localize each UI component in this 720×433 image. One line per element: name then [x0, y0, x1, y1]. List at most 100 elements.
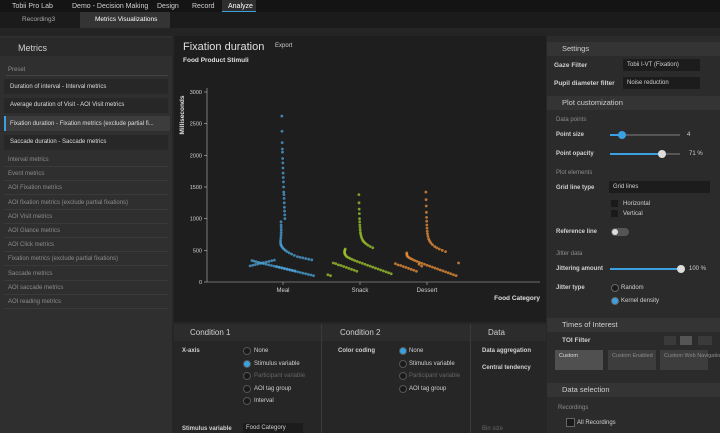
field-label: Pupil diameter filter: [554, 80, 615, 87]
data-point: [264, 262, 268, 266]
data-point: [290, 268, 294, 272]
nav-tab[interactable]: Analyze: [228, 3, 253, 10]
metric-group[interactable]: AOI reading metrics: [8, 299, 62, 305]
metric-group[interactable]: AOI saccade metrics: [8, 284, 64, 291]
data-point: [252, 259, 256, 263]
data-point: [296, 255, 299, 259]
nav-tab[interactable]: Design: [157, 3, 179, 10]
metric-item-bg: [4, 134, 168, 150]
dropdown-value[interactable]: Tobii I-VT (Fixation): [627, 62, 679, 68]
slider-fill: [610, 134, 622, 136]
y-tick-label: 0: [199, 280, 202, 286]
checkbox-label[interactable]: All Recordings: [577, 420, 616, 426]
metric-item-bg: [4, 116, 170, 131]
metric-group[interactable]: AOI Click metrics: [8, 242, 55, 249]
toi-item[interactable]: Custom: [559, 353, 578, 359]
data-point: [360, 261, 364, 265]
data-point: [425, 263, 429, 267]
data-point: [293, 254, 296, 257]
separator: [4, 293, 168, 295]
data-point: [358, 260, 362, 264]
metric-group[interactable]: AOI Fixation metrics: [8, 185, 63, 192]
checkbox-label[interactable]: Vertical: [623, 211, 643, 217]
metric-item[interactable]: Saccade duration - Saccade metrics: [10, 139, 107, 145]
data-point: [449, 272, 453, 276]
radio-label[interactable]: Random: [621, 285, 644, 291]
checkbox-label[interactable]: Horizontal: [623, 201, 651, 207]
metric-group[interactable]: Saccade metrics: [8, 270, 53, 277]
data-point: [363, 262, 367, 266]
data-point: [433, 245, 437, 248]
metric-item[interactable]: Duration of interval - Interval metrics: [10, 83, 107, 90]
separator: [4, 194, 168, 196]
data-point: [446, 271, 450, 275]
metric-item[interactable]: Fixation duration - Fixation metrics (ex…: [10, 120, 154, 127]
document-tab[interactable]: Metrics Visualizations: [95, 16, 158, 23]
data-point: [283, 217, 287, 221]
radio-label[interactable]: None: [409, 348, 424, 354]
toi-item[interactable]: Custom Enabled: [612, 353, 653, 359]
data-point: [304, 257, 308, 260]
radio-label[interactable]: Interval: [254, 398, 274, 404]
toi-card: [608, 350, 656, 370]
data-point: [355, 260, 359, 263]
metric-group[interactable]: Interval metrics: [8, 157, 49, 163]
radio: [399, 347, 407, 355]
view-toggle: [680, 336, 692, 345]
data-point: [283, 213, 287, 217]
dropdown-value[interactable]: Food Category: [246, 425, 286, 431]
radio-label[interactable]: AOI tag group: [409, 385, 447, 392]
radio-label[interactable]: None: [254, 348, 269, 354]
section-title: Plot customization: [562, 98, 623, 107]
active-tab-underline: [222, 11, 256, 12]
separator: [4, 308, 168, 309]
radio-label[interactable]: Kernel density: [621, 298, 660, 304]
data-point: [358, 217, 361, 221]
y-tick-label: 500: [193, 248, 202, 254]
metric-group[interactable]: AOI fixation metrics (exclude partial fi…: [8, 199, 129, 206]
data-point: [425, 216, 428, 219]
data-point: [426, 235, 430, 238]
data-point: [254, 260, 258, 264]
panel-title: Condition 1: [190, 328, 231, 337]
data-point: [353, 259, 357, 262]
radio-label[interactable]: Stimulus variable: [254, 360, 300, 367]
metric-group[interactable]: Event metrics: [8, 171, 45, 178]
dropdown-value[interactable]: Grid lines: [613, 184, 639, 190]
toggle-knob: [612, 229, 618, 235]
document-tab[interactable]: Recording3: [22, 16, 56, 23]
dropdown-value[interactable]: Noise reduction: [627, 80, 669, 86]
slider-knob: [658, 150, 666, 158]
radio-label[interactable]: AOI tag group: [254, 385, 292, 392]
toi-item[interactable]: Custom Web Navigation: [664, 353, 720, 359]
data-point: [282, 197, 286, 200]
data-point: [454, 274, 458, 278]
metric-group[interactable]: AOI Visit metrics: [8, 213, 53, 220]
dropdown: [623, 59, 700, 71]
data-point: [301, 271, 305, 275]
radio-label[interactable]: Participant variable: [254, 373, 306, 379]
nav-tab[interactable]: Record: [192, 3, 215, 10]
data-point: [329, 274, 332, 278]
data-point: [426, 232, 429, 236]
metric-group[interactable]: AOI Glance metrics: [8, 228, 61, 234]
data-selection-header: [547, 383, 720, 397]
field-label: Grid line type: [556, 185, 595, 191]
export-button[interactable]: Export: [275, 43, 293, 49]
radio: [611, 284, 619, 292]
data-point: [412, 268, 416, 272]
data-point: [417, 262, 421, 266]
data-point: [282, 266, 286, 270]
radio-label[interactable]: Stimulus variable: [409, 360, 455, 367]
y-tick-label: 1000: [190, 217, 202, 223]
dropdown: [609, 181, 710, 193]
app-name: Tobii Pro Lab: [12, 3, 53, 10]
project-name[interactable]: Demo - Decision Making: [72, 3, 149, 10]
subsection-label: Recordings: [558, 405, 589, 411]
metric-item[interactable]: Average duration of Visit - AOI Visit me…: [10, 102, 125, 108]
section-title: Times of Interest: [562, 320, 618, 329]
metric-group[interactable]: Fixation metrics (exclude partial fixati…: [8, 256, 119, 263]
checkbox: [611, 200, 618, 207]
radio: [399, 359, 407, 368]
radio-label[interactable]: Participant variable: [409, 373, 461, 379]
